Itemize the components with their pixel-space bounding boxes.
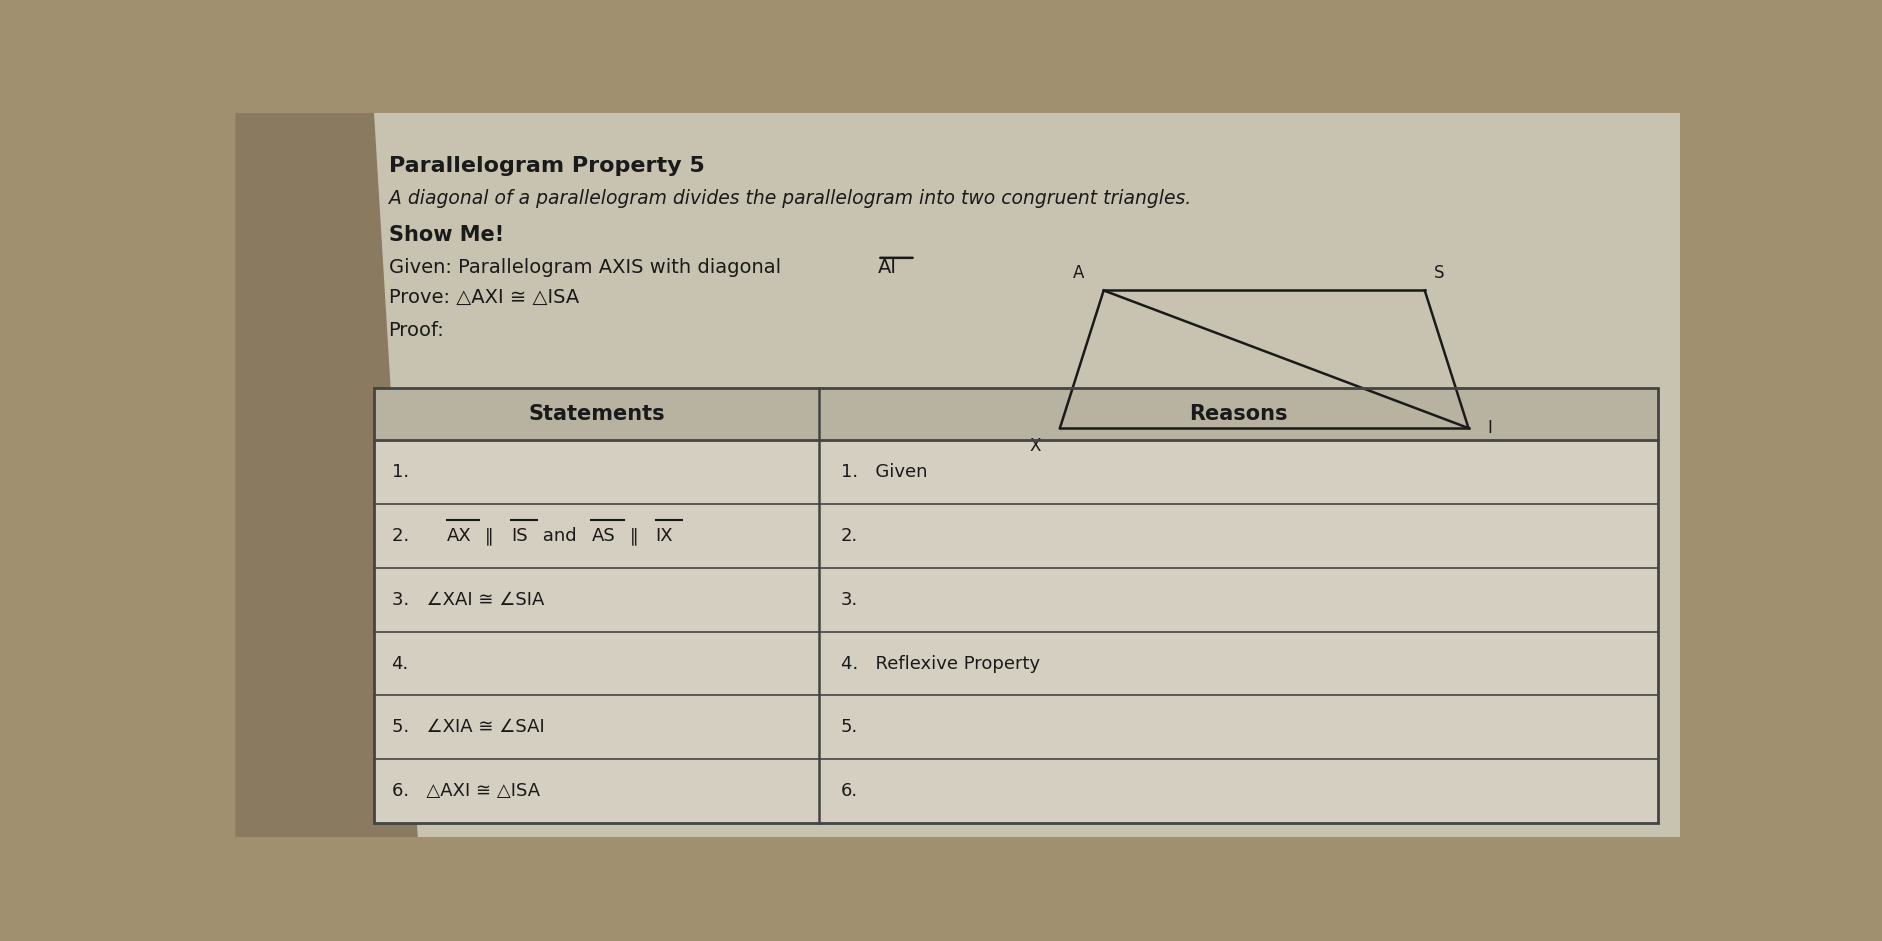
Text: Prove: △AXI ≅ △ISA: Prove: △AXI ≅ △ISA — [388, 288, 578, 308]
Text: 4.: 4. — [391, 655, 408, 673]
Text: X: X — [1029, 437, 1041, 455]
Text: Proof:: Proof: — [388, 321, 444, 340]
Text: AS: AS — [591, 527, 615, 545]
Text: AX: AX — [446, 527, 472, 545]
Text: A diagonal of a parallelogram divides the parallelogram into two congruent trian: A diagonal of a parallelogram divides th… — [388, 189, 1189, 208]
Text: 2.: 2. — [391, 527, 425, 545]
Text: 5.: 5. — [841, 718, 858, 737]
Text: 3.   ∠XAI ≅ ∠SIA: 3. ∠XAI ≅ ∠SIA — [391, 591, 544, 609]
Text: Reasons: Reasons — [1189, 405, 1287, 424]
Text: Show Me!: Show Me! — [388, 225, 504, 246]
Text: IX: IX — [655, 527, 674, 545]
FancyBboxPatch shape — [359, 113, 1679, 837]
Text: IS: IS — [510, 527, 527, 545]
Text: 1.   Given: 1. Given — [841, 463, 928, 481]
Text: 2.: 2. — [841, 527, 858, 545]
Text: 3.: 3. — [841, 591, 858, 609]
Text: A: A — [1073, 263, 1084, 281]
Text: 4.   Reflexive Property: 4. Reflexive Property — [841, 655, 1039, 673]
FancyBboxPatch shape — [375, 389, 1658, 823]
Text: Given: Parallelogram AXIS with diagonal: Given: Parallelogram AXIS with diagonal — [388, 258, 787, 277]
Text: Parallelogram Property 5: Parallelogram Property 5 — [388, 156, 704, 176]
Text: 5.   ∠XIA ≅ ∠SAI: 5. ∠XIA ≅ ∠SAI — [391, 718, 544, 737]
Text: 6.: 6. — [841, 782, 858, 800]
Text: Statements: Statements — [529, 405, 664, 424]
Text: AI: AI — [877, 258, 896, 277]
Text: 6.   △AXI ≅ △ISA: 6. △AXI ≅ △ISA — [391, 782, 540, 800]
Text: and: and — [536, 527, 583, 545]
Text: I: I — [1487, 419, 1492, 438]
Text: ∥: ∥ — [623, 527, 644, 545]
Text: S: S — [1434, 263, 1443, 281]
Polygon shape — [235, 113, 418, 837]
Text: 1.: 1. — [391, 463, 408, 481]
Text: ∥: ∥ — [478, 527, 499, 545]
FancyBboxPatch shape — [375, 389, 1658, 440]
